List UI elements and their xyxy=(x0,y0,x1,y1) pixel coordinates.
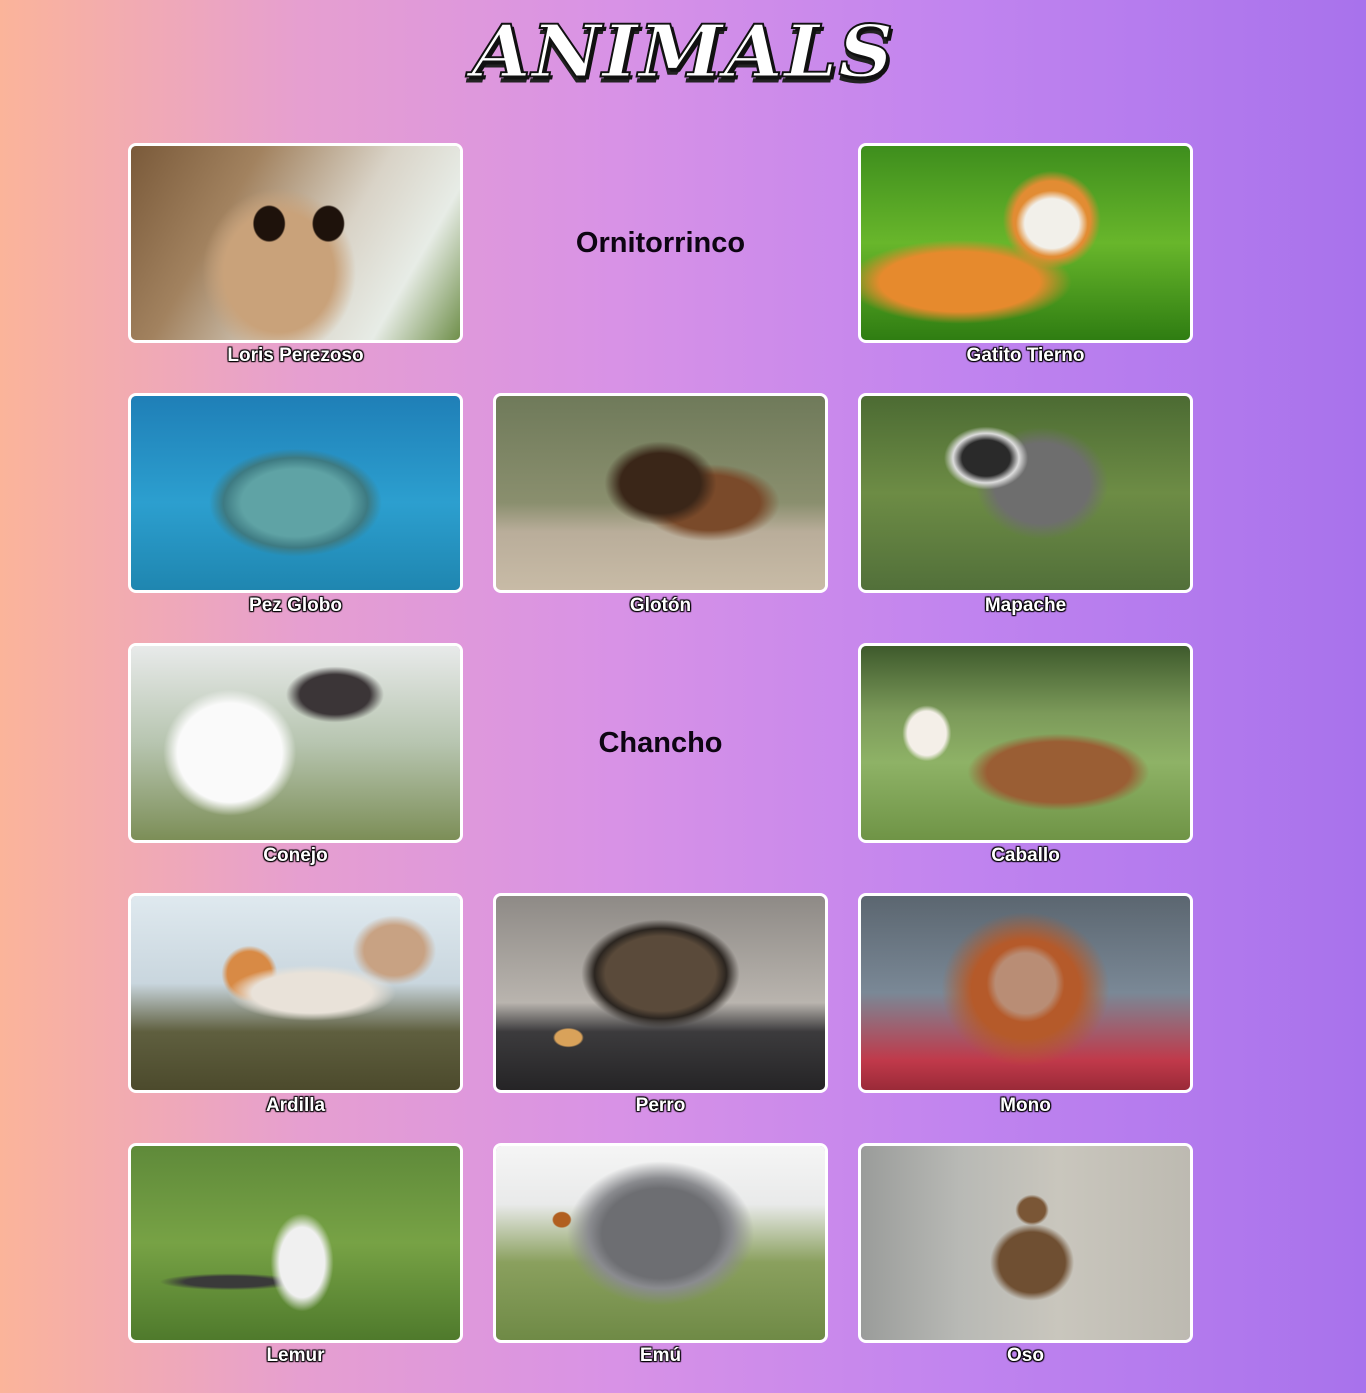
gallery-card-puffer[interactable]: Pez Globo xyxy=(128,393,463,616)
photo-frame xyxy=(128,893,463,1093)
card-caption: Mapache xyxy=(984,595,1067,616)
lemur-photo xyxy=(131,1146,460,1340)
photo-frame xyxy=(128,143,463,343)
wolverine-photo xyxy=(496,396,825,590)
monkey-photo xyxy=(861,896,1190,1090)
card-caption: Loris Perezoso xyxy=(227,345,364,366)
gallery-card-squirrel[interactable]: Ardilla xyxy=(128,893,463,1116)
photo-frame xyxy=(858,143,1193,343)
gallery-card-loris[interactable]: Loris Perezoso xyxy=(128,143,463,366)
photo-frame xyxy=(493,393,828,593)
pufferfish-photo xyxy=(131,396,460,590)
squirrel-photo xyxy=(131,896,460,1090)
animal-gallery: Loris Perezoso Ornitorrinco Gatito Tiern… xyxy=(128,143,1194,1366)
bear-photo xyxy=(861,1146,1190,1340)
card-caption: Perro xyxy=(635,1095,686,1116)
gallery-card-raccoon[interactable]: Mapache xyxy=(858,393,1193,616)
card-caption: Glotón xyxy=(629,595,692,616)
gallery-text-ornitorrinco[interactable]: Ornitorrinco xyxy=(575,226,746,259)
gallery-card-bear[interactable]: Oso xyxy=(858,1143,1193,1366)
loris-photo xyxy=(131,146,460,340)
card-caption: Mono xyxy=(1000,1095,1051,1116)
photo-frame xyxy=(128,393,463,593)
photo-frame xyxy=(858,393,1193,593)
gallery-card-cat[interactable]: Gatito Tierno xyxy=(858,143,1193,366)
photo-frame xyxy=(493,893,828,1093)
photo-frame xyxy=(128,643,463,843)
gallery-card-rabbit[interactable]: Conejo xyxy=(128,643,463,866)
rabbit-photo xyxy=(131,646,460,840)
card-caption: Gatito Tierno xyxy=(966,345,1085,366)
pug-photo xyxy=(496,896,825,1090)
page-header: ANIMALS xyxy=(0,14,1366,124)
card-caption: Ardilla xyxy=(265,1095,326,1116)
photo-frame xyxy=(858,1143,1193,1343)
card-caption: Oso xyxy=(1007,1345,1044,1366)
card-caption: Emú xyxy=(639,1345,682,1366)
photo-frame xyxy=(858,893,1193,1093)
card-caption: Pez Globo xyxy=(249,595,342,616)
gallery-text-chancho[interactable]: Chancho xyxy=(598,726,723,759)
card-caption: Lemur xyxy=(266,1345,325,1366)
gallery-card-emu[interactable]: Emú xyxy=(493,1143,828,1366)
cat-photo xyxy=(861,146,1190,340)
photo-frame xyxy=(493,1143,828,1343)
emu-photo xyxy=(496,1146,825,1340)
gallery-card-wolverine[interactable]: Glotón xyxy=(493,393,828,616)
card-caption: Conejo xyxy=(263,845,328,866)
gallery-card-dog[interactable]: Perro xyxy=(493,893,828,1116)
raccoon-photo xyxy=(861,396,1190,590)
horse-photo xyxy=(861,646,1190,840)
photo-frame xyxy=(128,1143,463,1343)
gallery-card-horse[interactable]: Caballo xyxy=(858,643,1193,866)
gallery-card-lemur[interactable]: Lemur xyxy=(128,1143,463,1366)
photo-frame xyxy=(858,643,1193,843)
gallery-card-monkey[interactable]: Mono xyxy=(858,893,1193,1116)
animals-logo: ANIMALS xyxy=(471,9,895,94)
card-caption: Caballo xyxy=(991,845,1060,866)
